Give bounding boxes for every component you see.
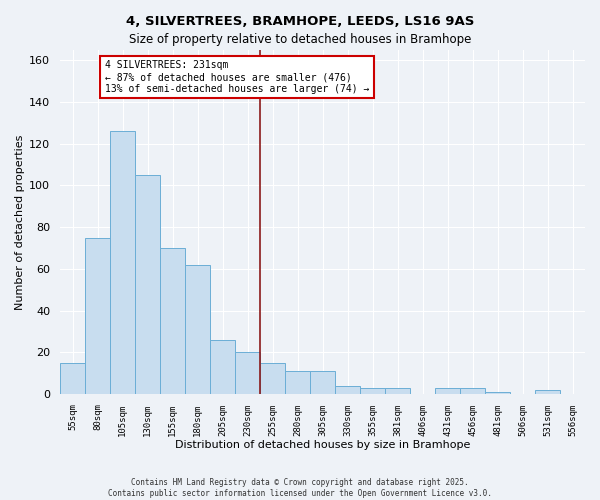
- Bar: [235, 352, 260, 394]
- Bar: [210, 340, 235, 394]
- Bar: [60, 362, 85, 394]
- Bar: [285, 371, 310, 394]
- Bar: [460, 388, 485, 394]
- Bar: [110, 132, 135, 394]
- Bar: [485, 392, 510, 394]
- Bar: [160, 248, 185, 394]
- Bar: [335, 386, 360, 394]
- Text: Size of property relative to detached houses in Bramhope: Size of property relative to detached ho…: [129, 32, 471, 46]
- Text: Contains HM Land Registry data © Crown copyright and database right 2025.
Contai: Contains HM Land Registry data © Crown c…: [108, 478, 492, 498]
- Bar: [135, 175, 160, 394]
- X-axis label: Distribution of detached houses by size in Bramhope: Distribution of detached houses by size …: [175, 440, 470, 450]
- Bar: [385, 388, 410, 394]
- Text: 4 SILVERTREES: 231sqm
← 87% of detached houses are smaller (476)
13% of semi-det: 4 SILVERTREES: 231sqm ← 87% of detached …: [105, 60, 370, 94]
- Bar: [310, 371, 335, 394]
- Y-axis label: Number of detached properties: Number of detached properties: [15, 134, 25, 310]
- Bar: [435, 388, 460, 394]
- Text: 4, SILVERTREES, BRAMHOPE, LEEDS, LS16 9AS: 4, SILVERTREES, BRAMHOPE, LEEDS, LS16 9A…: [126, 15, 474, 28]
- Bar: [185, 264, 210, 394]
- Bar: [260, 362, 285, 394]
- Bar: [360, 388, 385, 394]
- Bar: [535, 390, 560, 394]
- Bar: [85, 238, 110, 394]
